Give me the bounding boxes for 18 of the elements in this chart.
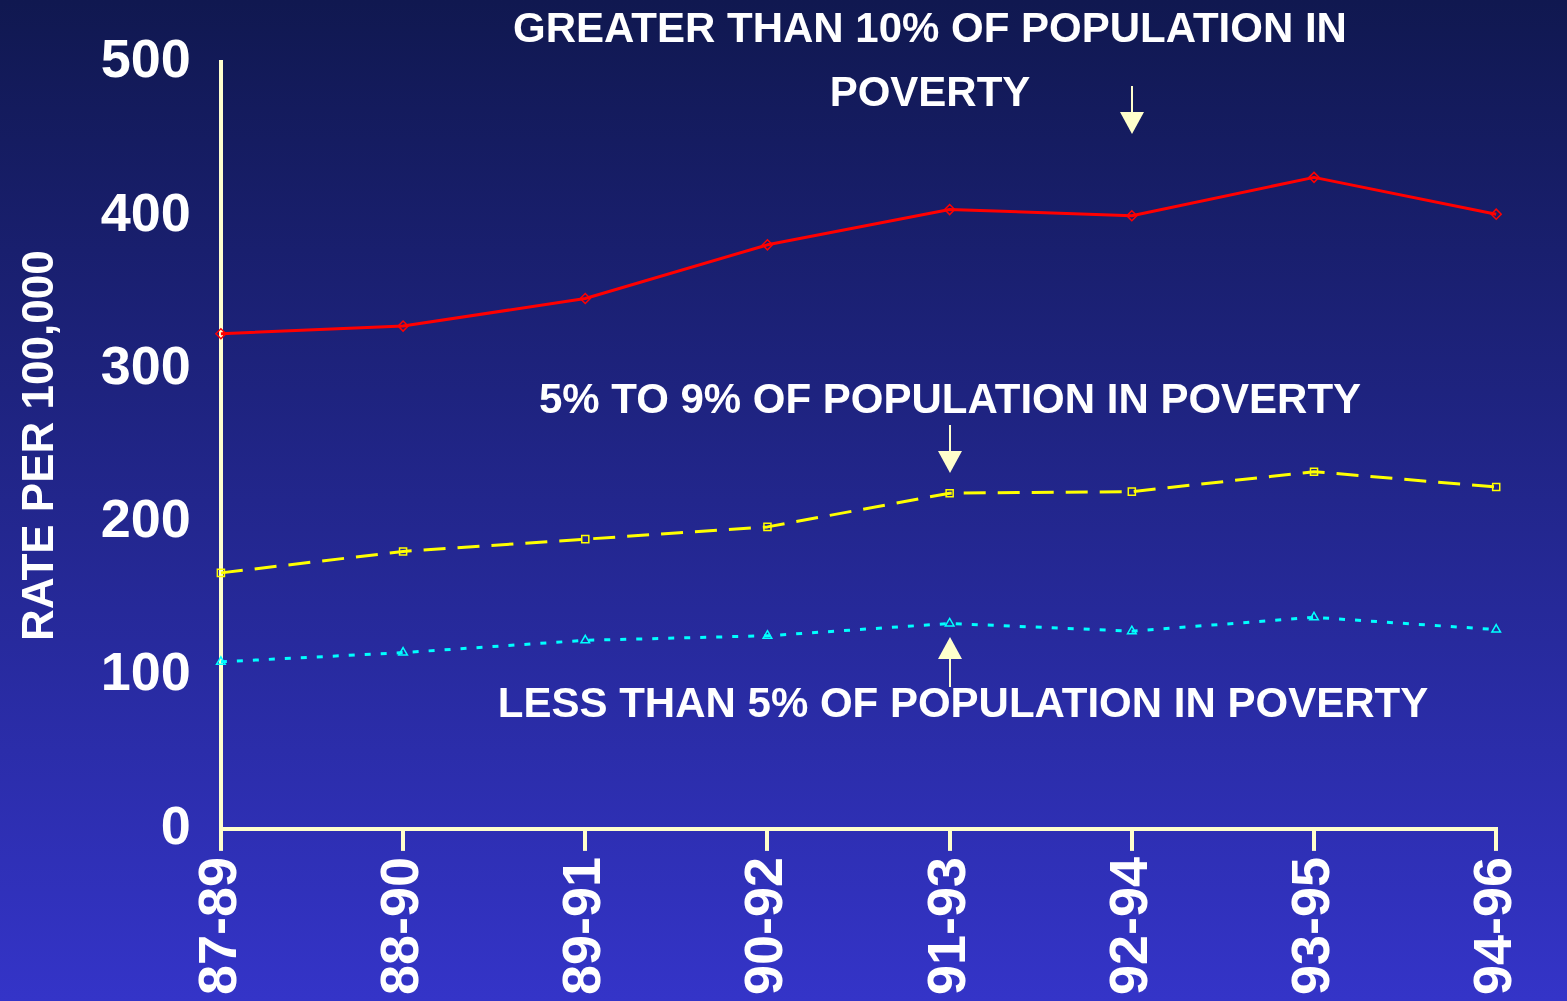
x-tick-label: 88-90 <box>368 856 429 996</box>
x-tick-label: 89-91 <box>551 856 612 996</box>
y-tick-label: 100 <box>100 641 191 702</box>
x-tick-label: 93-95 <box>1279 856 1340 996</box>
y-axis-title: RATE PER 100,000 <box>12 250 62 641</box>
y-tick-label: 200 <box>100 488 191 549</box>
series-label: LESS THAN 5% OF POPULATION IN POVERTY <box>497 679 1429 727</box>
x-tick-label: 90-92 <box>733 856 794 996</box>
x-tick-label: 92-94 <box>1097 856 1158 996</box>
y-tick-label: 400 <box>100 181 191 242</box>
series-label: GREATER THAN 10% OF POPULATION IN POVERTY <box>513 4 1347 116</box>
x-tick-label: 87-89 <box>186 856 247 996</box>
y-tick-label: 500 <box>100 28 191 89</box>
y-tick-label: 0 <box>160 794 191 855</box>
y-tick-label: 300 <box>100 334 191 395</box>
series-label: 5% TO 9% OF POPULATION IN POVERTY <box>538 374 1362 422</box>
x-tick-label: 94-96 <box>1462 856 1523 996</box>
x-tick-label: 91-93 <box>915 856 976 996</box>
